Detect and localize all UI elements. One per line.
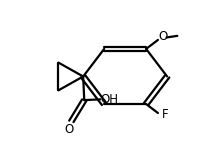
Text: O: O [65, 123, 74, 136]
Text: OH: OH [100, 93, 118, 106]
Text: F: F [162, 108, 168, 121]
Text: O: O [159, 31, 168, 43]
